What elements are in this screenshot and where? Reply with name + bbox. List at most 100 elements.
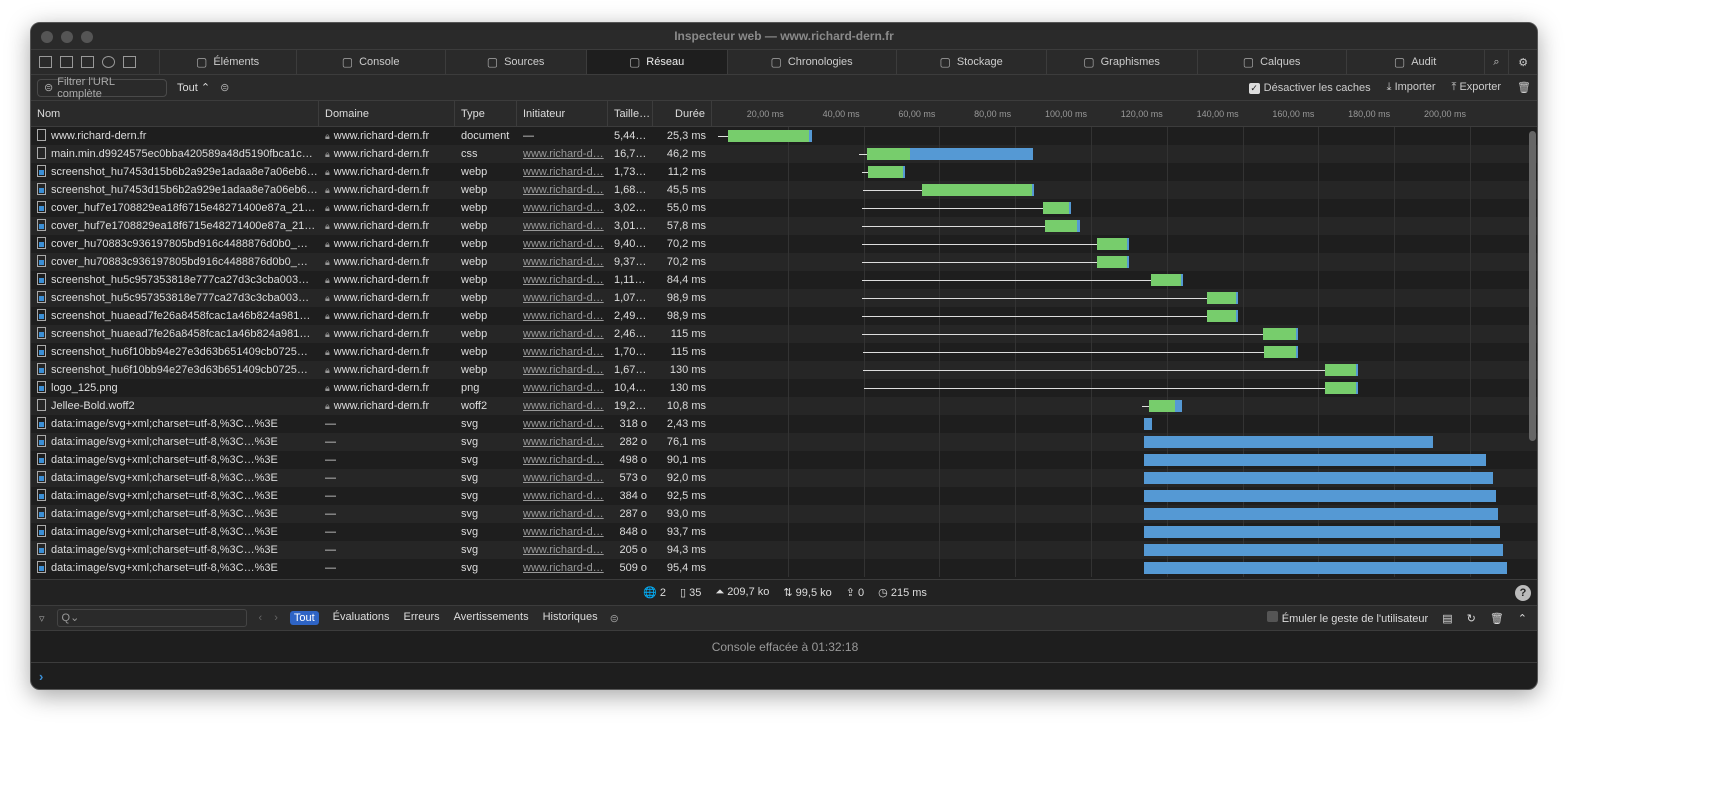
url-filter-input[interactable]: ⊜ Filtrer l'URL complète bbox=[37, 76, 167, 100]
table-row[interactable]: screenshot_huaead7fe26a8458fcac1a46b824a… bbox=[31, 307, 1537, 325]
gear-icon[interactable]: ⚙ bbox=[1518, 56, 1529, 69]
tab-audit[interactable]: ▢ Audit bbox=[1347, 50, 1485, 74]
table-row[interactable]: cover_huf7e1708829ea18f6715e48271400e87a… bbox=[31, 199, 1537, 217]
resource-initiator[interactable]: www.richard-d… bbox=[523, 238, 604, 250]
emulate-gesture-checkbox[interactable]: Émuler le geste de l'utilisateur bbox=[1266, 611, 1428, 625]
console-filter-4[interactable]: Historiques bbox=[542, 611, 598, 623]
table-row[interactable]: data:image/svg+xml;charset=utf-8,%3C…%3E… bbox=[31, 523, 1537, 541]
target-icon[interactable] bbox=[102, 56, 115, 68]
table-row[interactable]: www.richard-dern.fr 🔒︎ www.richard-dern.fr… bbox=[31, 127, 1537, 145]
resource-initiator[interactable]: www.richard-d… bbox=[523, 472, 604, 484]
column-domain[interactable]: Domaine bbox=[319, 101, 455, 126]
table-row[interactable]: screenshot_hu5c957353818e777ca27d3c3cba0… bbox=[31, 271, 1537, 289]
resource-initiator[interactable]: www.richard-d… bbox=[523, 328, 604, 340]
resource-initiator[interactable]: www.richard-d… bbox=[523, 400, 604, 412]
console-filter-2[interactable]: Erreurs bbox=[403, 611, 440, 623]
device-icon[interactable] bbox=[123, 56, 136, 68]
help-icon[interactable]: ? bbox=[1515, 585, 1531, 601]
console-filter-0[interactable]: Tout bbox=[289, 611, 319, 625]
column-duration[interactable]: Durée bbox=[653, 101, 712, 126]
resource-initiator[interactable]: www.richard-d… bbox=[523, 274, 604, 286]
table-row[interactable]: logo_125.png 🔒︎ www.richard-dern.fr png www.… bbox=[31, 379, 1537, 397]
table-row[interactable]: main.min.d9924575ec0bba420589a48d5190fbc… bbox=[31, 145, 1537, 163]
type-select[interactable]: Tout ⌃ bbox=[177, 82, 211, 94]
table-row[interactable]: cover_hu70883c936197805bd916c4488876d0b0… bbox=[31, 235, 1537, 253]
resource-initiator[interactable]: www.richard-d… bbox=[523, 382, 604, 394]
table-row[interactable]: data:image/svg+xml;charset=utf-8,%3C…%3E… bbox=[31, 433, 1537, 451]
resource-initiator[interactable]: www.richard-d… bbox=[523, 310, 604, 322]
disable-cache-checkbox[interactable]: ✓ Désactiver les caches bbox=[1248, 81, 1371, 94]
reload-icon[interactable]: ↻ bbox=[1466, 612, 1476, 625]
resource-initiator[interactable]: www.richard-d… bbox=[523, 256, 604, 268]
table-row[interactable]: data:image/svg+xml;charset=utf-8,%3C…%3E… bbox=[31, 505, 1537, 523]
tab-stockage[interactable]: ▢ Stockage bbox=[897, 50, 1047, 74]
resource-initiator[interactable]: www.richard-d… bbox=[523, 526, 604, 538]
resource-initiator[interactable]: www.richard-d… bbox=[523, 562, 604, 574]
resource-initiator[interactable]: www.richard-d… bbox=[523, 202, 604, 214]
resource-initiator[interactable]: www.richard-d… bbox=[523, 364, 604, 376]
table-row[interactable]: screenshot_hu6f10bb94e27e3d63b651409cb07… bbox=[31, 343, 1537, 361]
table-row[interactable]: data:image/svg+xml;charset=utf-8,%3C…%3E… bbox=[31, 487, 1537, 505]
resource-initiator[interactable]: www.richard-d… bbox=[523, 454, 604, 466]
table-row[interactable]: screenshot_hu7453d15b6b2a929e1adaa8e7a06… bbox=[31, 181, 1537, 199]
table-row[interactable]: data:image/svg+xml;charset=utf-8,%3C…%3E… bbox=[31, 559, 1537, 577]
table-row[interactable]: data:image/svg+xml;charset=utf-8,%3C…%3E… bbox=[31, 469, 1537, 487]
table-row[interactable]: screenshot_huaead7fe26a8458fcac1a46b824a… bbox=[31, 325, 1537, 343]
dock-right-icon[interactable] bbox=[81, 56, 94, 68]
resource-initiator[interactable]: www.richard-d… bbox=[523, 220, 604, 232]
minimize-button[interactable] bbox=[61, 31, 73, 43]
table-row[interactable]: data:image/svg+xml;charset=utf-8,%3C…%3E… bbox=[31, 451, 1537, 469]
resource-initiator[interactable]: www.richard-d… bbox=[523, 508, 604, 520]
tab-console[interactable]: ▢ Console bbox=[297, 50, 446, 74]
console-log-icon[interactable]: ▤ bbox=[1442, 612, 1453, 625]
zoom-button[interactable] bbox=[81, 31, 93, 43]
table-row[interactable]: cover_hu70883c936197805bd916c4488876d0b0… bbox=[31, 253, 1537, 271]
tab-chronologies[interactable]: ▢ Chronologies bbox=[728, 50, 897, 74]
console-filter-3[interactable]: Avertissements bbox=[453, 611, 529, 623]
tab-réseau[interactable]: ▢ Réseau bbox=[586, 50, 728, 74]
console-options-icon[interactable]: ⊜ bbox=[609, 612, 619, 625]
resource-initiator[interactable]: www.richard-d… bbox=[523, 436, 604, 448]
table-row[interactable]: data:image/svg+xml;charset=utf-8,%3C…%3E… bbox=[31, 541, 1537, 559]
dock-left-icon[interactable] bbox=[39, 56, 52, 68]
resource-initiator[interactable]: www.richard-d… bbox=[523, 166, 604, 178]
clear-trash-icon[interactable]: 🗑 bbox=[1517, 82, 1531, 94]
resource-initiator[interactable]: www.richard-d… bbox=[523, 184, 604, 196]
table-row[interactable]: screenshot_hu7453d15b6b2a929e1adaa8e7a06… bbox=[31, 163, 1537, 181]
table-row[interactable]: cover_huf7e1708829ea18f6715e48271400e87a… bbox=[31, 217, 1537, 235]
resource-initiator[interactable]: www.richard-d… bbox=[523, 544, 604, 556]
resource-initiator[interactable]: www.richard-d… bbox=[523, 346, 604, 358]
console-toggle-icon[interactable]: ▿ bbox=[39, 612, 45, 625]
dock-bottom-icon[interactable] bbox=[60, 56, 73, 68]
console-prompt[interactable]: › bbox=[39, 669, 44, 684]
resource-initiator[interactable]: www.richard-d… bbox=[523, 418, 604, 430]
export-button[interactable]: ⤒ Exporter bbox=[1451, 81, 1502, 93]
resource-type: webp bbox=[461, 166, 488, 178]
import-button[interactable]: ⤓ Importer bbox=[1386, 81, 1436, 93]
column-size[interactable]: Taille… bbox=[608, 101, 653, 126]
console-search-input[interactable]: Q⌄ bbox=[56, 609, 247, 627]
close-button[interactable] bbox=[41, 31, 53, 43]
column-initiator[interactable]: Initiateur bbox=[517, 101, 608, 126]
table-row[interactable]: screenshot_hu6f10bb94e27e3d63b651409cb07… bbox=[31, 361, 1537, 379]
tab-graphismes[interactable]: ▢ Graphismes bbox=[1047, 50, 1198, 74]
console-filter-1[interactable]: Évaluations bbox=[332, 611, 390, 623]
tab-éléments[interactable]: ▢ Éléments bbox=[160, 50, 297, 74]
prev-icon[interactable]: ‹ bbox=[258, 612, 263, 624]
resource-initiator[interactable]: www.richard-d… bbox=[523, 292, 604, 304]
column-type[interactable]: Type bbox=[455, 101, 517, 126]
next-icon[interactable]: › bbox=[274, 612, 278, 624]
tab-calques[interactable]: ▢ Calques bbox=[1198, 50, 1347, 74]
table-row[interactable]: data:image/svg+xml;charset=utf-8,%3C…%3E… bbox=[31, 415, 1537, 433]
collapse-icon[interactable]: ⌃ bbox=[1517, 612, 1527, 625]
column-name[interactable]: Nom bbox=[31, 101, 319, 126]
scrollbar[interactable] bbox=[1529, 131, 1536, 441]
tab-sources[interactable]: ▢ Sources bbox=[446, 50, 587, 74]
search-icon[interactable]: ⌕ bbox=[1485, 50, 1510, 74]
filter-options-icon[interactable]: ⊜ bbox=[220, 82, 230, 94]
resource-initiator[interactable]: www.richard-d… bbox=[523, 490, 604, 502]
console-trash-icon[interactable]: 🗑 bbox=[1489, 612, 1504, 625]
table-row[interactable]: Jellee-Bold.woff2 🔒︎ www.richard-dern.fr wo… bbox=[31, 397, 1537, 415]
resource-initiator[interactable]: www.richard-d… bbox=[523, 148, 604, 160]
table-row[interactable]: screenshot_hu5c957353818e777ca27d3c3cba0… bbox=[31, 289, 1537, 307]
